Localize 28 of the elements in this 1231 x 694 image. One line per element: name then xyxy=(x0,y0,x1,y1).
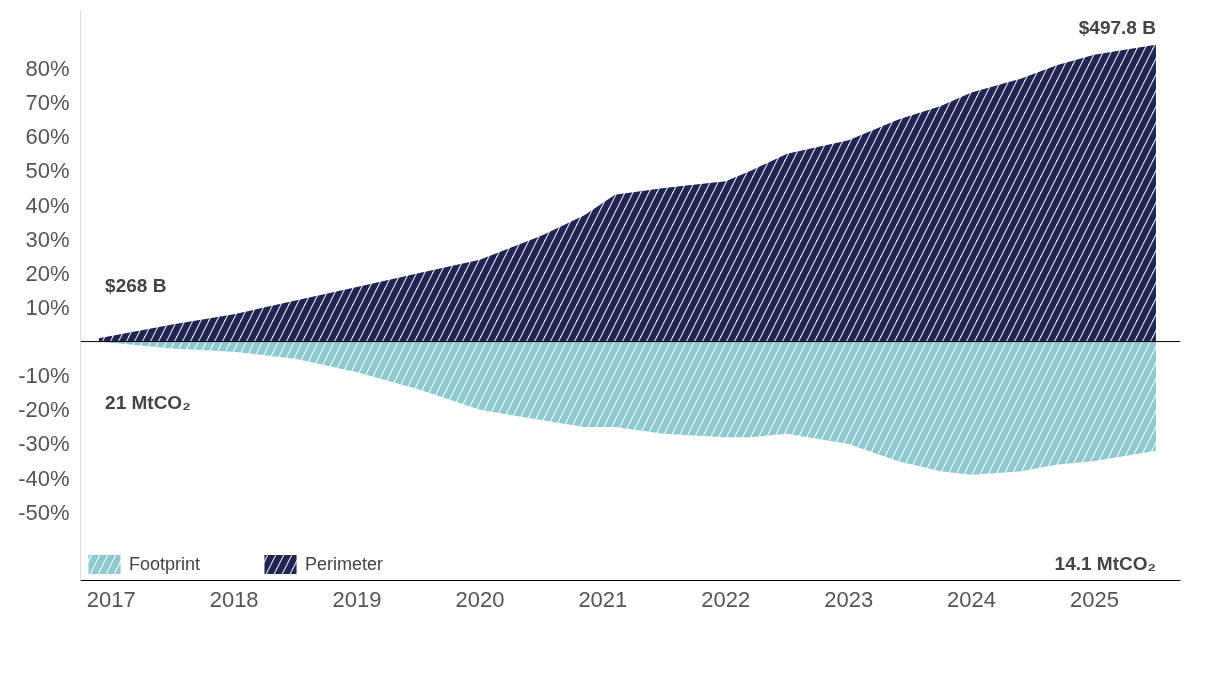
y-tick-label: 40% xyxy=(25,192,70,218)
y-tick-label: 20% xyxy=(25,260,70,286)
y-tick-label: 70% xyxy=(25,90,70,116)
y-tick-label: 30% xyxy=(25,226,70,252)
x-tick-label: 2020 xyxy=(455,586,505,612)
y-tick-label: 10% xyxy=(25,294,70,320)
x-tick-label: 2019 xyxy=(332,586,382,612)
legend-label: Footprint xyxy=(129,552,201,576)
annotation: 14.1 MtCO₂ xyxy=(1054,552,1156,574)
x-tick-label: 2024 xyxy=(947,586,997,612)
x-tick-label: 2018 xyxy=(209,586,259,612)
x-tick-label: 2021 xyxy=(578,586,628,612)
x-tick-label: 2025 xyxy=(1070,586,1119,612)
y-tick-label: 60% xyxy=(25,124,70,150)
legend-label: Perimeter xyxy=(305,552,384,576)
y-tick-label: -20% xyxy=(18,397,70,423)
x-tick-label: 2022 xyxy=(701,586,751,612)
x-tick-label: 2023 xyxy=(824,586,874,612)
annotation: $497.8 B xyxy=(1078,17,1156,39)
y-tick-label: -10% xyxy=(18,363,70,389)
y-tick-label: 50% xyxy=(25,158,70,184)
x-tick-label: 2017 xyxy=(86,586,136,612)
y-tick-label: -50% xyxy=(18,499,70,525)
annotation: 21 MtCO₂ xyxy=(105,392,191,414)
y-tick-label: -30% xyxy=(18,431,70,457)
annotation: $268 B xyxy=(105,274,167,296)
y-tick-label: -40% xyxy=(18,465,70,491)
y-tick-label: 80% xyxy=(25,56,70,82)
